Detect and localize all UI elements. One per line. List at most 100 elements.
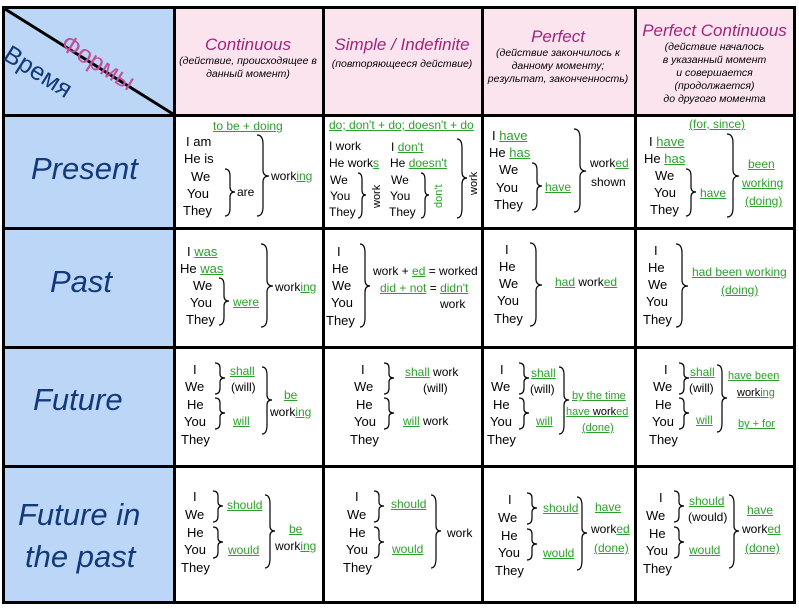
column-title: Perfect [531, 27, 585, 46]
brace-icon [383, 397, 395, 430]
modal: will [233, 414, 250, 428]
header-simple: Simple / Indefinite (повторяющееся дейст… [323, 9, 481, 114]
pronoun: I [193, 489, 197, 504]
pronoun: They [494, 311, 523, 326]
pronoun: We [185, 379, 205, 394]
pronoun: We [193, 278, 213, 293]
brace-icon [214, 362, 226, 395]
modal: should [543, 501, 579, 515]
formula: had worked [555, 275, 618, 289]
brace-icon [678, 397, 690, 430]
brace-icon [573, 128, 587, 213]
brace-icon [261, 366, 273, 435]
column-desc: (действие, происходящее в данный момент) [179, 55, 317, 80]
verb: shown [591, 175, 626, 189]
pronoun: You [354, 414, 376, 429]
brace-icon [716, 364, 728, 433]
header-perfect-continuous: Perfect Continuous (действие началось в у… [635, 9, 794, 114]
modal: (will) [530, 382, 555, 396]
pronoun: We [191, 169, 211, 184]
pronoun: You [330, 189, 351, 203]
brace-icon [212, 526, 224, 559]
modal: should [689, 494, 725, 508]
pronoun: I am [186, 134, 212, 149]
brace-icon [685, 168, 697, 217]
pronoun: I [361, 362, 365, 377]
column-desc: (повторяющееся действие) [331, 58, 473, 70]
formula: (done) [582, 422, 614, 434]
pronoun: I [659, 490, 663, 505]
formula: work [440, 297, 466, 311]
pronoun: They [183, 203, 212, 218]
pronoun: They [643, 561, 672, 576]
modal: would [689, 543, 721, 557]
modal: would [392, 542, 424, 556]
brace-icon [359, 243, 371, 328]
divider [322, 9, 325, 601]
formula: worked [591, 522, 630, 536]
pronoun: They [186, 312, 215, 327]
brace-icon [456, 138, 468, 219]
pronoun: You [496, 180, 518, 195]
pronoun: They [389, 205, 416, 219]
brace-icon [383, 362, 395, 395]
pronoun: He has [489, 145, 531, 160]
pronoun: They [181, 432, 210, 447]
formula: (for, since) [689, 117, 746, 131]
formula: have [747, 503, 774, 517]
auxiliary: were [233, 295, 260, 309]
modal: (would) [688, 510, 728, 524]
pronoun: They [487, 432, 516, 447]
formula: (doing) [745, 194, 783, 208]
brace-icon [218, 277, 230, 326]
pronoun: He [332, 261, 349, 276]
brace-icon [531, 162, 543, 211]
divider [5, 114, 793, 117]
column-desc: (действие закончилось к данному моменту; р… [487, 47, 629, 85]
divider [634, 9, 637, 601]
header-perfect: Perfect (действие закончилось к данному м… [482, 9, 634, 114]
formula: have worked [566, 406, 629, 418]
verb-vertical: don't [433, 184, 445, 208]
modal: (will) [231, 380, 256, 394]
tense-table [2, 6, 796, 604]
formula: (doing) [721, 283, 759, 297]
pronoun: You [490, 414, 512, 429]
modal: shall [690, 365, 715, 379]
pronoun: I was [187, 244, 218, 259]
pronoun: We [648, 277, 668, 292]
row-label-present: Present [31, 151, 138, 186]
pronoun: You [497, 293, 519, 308]
pronoun: He doesn't [390, 156, 448, 170]
brace-icon [212, 490, 224, 523]
pronoun: We [391, 173, 409, 187]
divider [5, 346, 793, 349]
pronoun: I [193, 362, 197, 377]
modal: should [391, 497, 427, 511]
modal: shall [230, 364, 255, 378]
pronoun: You [184, 542, 206, 557]
brace-icon [224, 168, 236, 217]
pronoun: He [648, 260, 665, 275]
pronoun: He [655, 397, 672, 412]
verb-vertical: work [371, 184, 383, 208]
auxiliary: have [700, 186, 727, 200]
brace-icon [373, 526, 385, 559]
pronoun: We [347, 507, 367, 522]
formula: (done) [745, 541, 780, 555]
verb-vertical: work [468, 171, 480, 195]
pronoun: I don't [391, 140, 424, 154]
modal: should [227, 498, 263, 512]
pronoun: We [498, 510, 518, 525]
modal: shall work [405, 365, 459, 379]
verb: work [447, 526, 473, 540]
pronoun: We [499, 276, 519, 291]
pronoun: I [500, 362, 504, 377]
modal: will work [403, 414, 449, 428]
side-column [5, 9, 173, 601]
row-label-past: Past [50, 264, 113, 299]
brace-icon [673, 490, 685, 523]
pronoun: You [331, 295, 353, 310]
pronoun: I [337, 244, 341, 259]
formula: by + for [738, 418, 775, 430]
